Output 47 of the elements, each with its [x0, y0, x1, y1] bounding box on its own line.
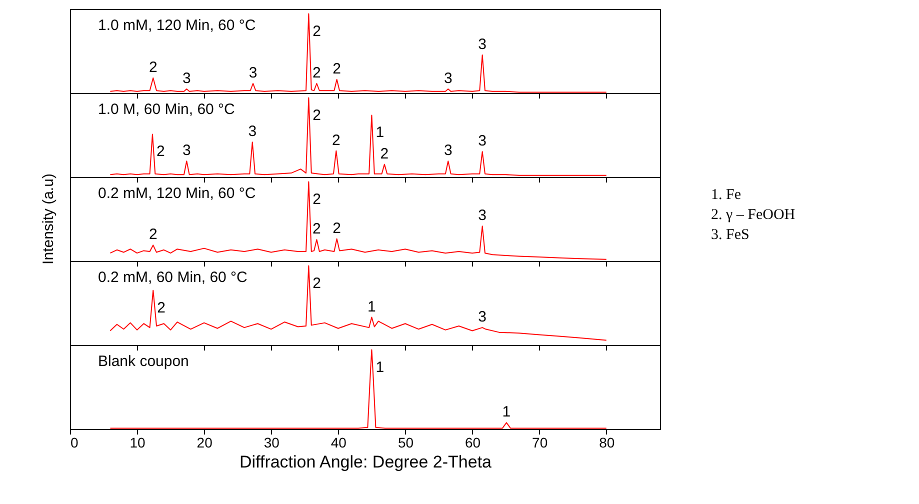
annotation: 2	[148, 58, 158, 76]
annotation: 3	[478, 132, 486, 150]
x-tick-label: 80	[599, 434, 615, 450]
annotation: 2	[312, 22, 322, 40]
annotation: 1.0 M, 60 Min, 60 °C	[98, 101, 236, 118]
annotation: 3	[478, 308, 486, 326]
y-axis-title: Intensity (a.u)	[40, 174, 57, 264]
annotation: 3	[248, 123, 257, 140]
text: 2. γ – FeOOH	[711, 207, 796, 223]
annotation: 3	[182, 142, 191, 160]
annotation: 2	[148, 226, 158, 244]
annotation: 3	[182, 70, 191, 88]
annotation: Blank coupon	[98, 353, 189, 370]
annotation: 1	[376, 124, 384, 142]
annotation: 2	[156, 143, 165, 160]
annotation: 2	[332, 60, 342, 78]
annotation: 2	[312, 220, 321, 238]
annotation: 3	[248, 64, 258, 82]
annotation: 1	[502, 404, 511, 421]
x-tick-label: 10	[130, 434, 146, 450]
annotation: 1	[376, 358, 384, 376]
text: 3. FeS	[711, 227, 750, 243]
annotation: 3	[444, 70, 452, 88]
annotation: 3	[444, 142, 452, 160]
annotation: 2	[312, 106, 322, 124]
annotation: 2	[380, 145, 389, 162]
annotation: 3	[478, 207, 486, 224]
x-tick-label: 20	[196, 434, 213, 450]
x-tick-label: 40	[330, 434, 347, 450]
annotation: 2	[157, 299, 166, 316]
x-tick-label: 50	[398, 434, 414, 450]
annotation: 2	[312, 64, 321, 82]
annotation: 0.2 mM, 120 Min, 60 °C	[98, 185, 256, 202]
annotation: 3	[478, 36, 486, 53]
x-tick-label: 60	[464, 434, 481, 450]
annotation: 1.0 mM, 120 Min, 60 °C	[98, 17, 256, 34]
x-tick-label: 30	[264, 434, 280, 450]
annotation: 2	[332, 132, 340, 149]
annotation: 2	[312, 190, 322, 208]
annotation: 0.2 mM, 60 Min, 60 °C	[98, 269, 248, 286]
x-tick-label: 0	[70, 434, 78, 450]
x-tick-label: 70	[532, 434, 548, 450]
annotation: 2	[312, 274, 322, 292]
annotation: 2	[332, 220, 342, 237]
annotation: 1	[368, 298, 376, 316]
text: 1. Fe	[711, 187, 742, 203]
x-axis-title: Diffraction Angle: Degree 2-Theta	[240, 452, 492, 472]
